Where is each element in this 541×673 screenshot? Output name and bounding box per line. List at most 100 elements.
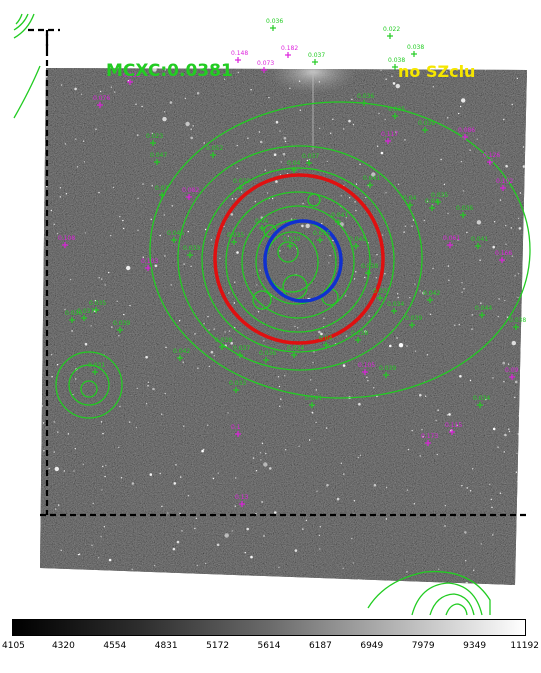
- star: [43, 450, 45, 452]
- magenta-source-17: 0.13: [235, 494, 249, 507]
- star: [296, 327, 299, 329]
- star: [332, 118, 334, 121]
- star: [518, 415, 520, 417]
- star: [207, 424, 209, 426]
- star: [385, 486, 388, 489]
- star: [413, 503, 416, 505]
- star: [504, 299, 506, 302]
- star: [524, 256, 527, 258]
- star: [429, 313, 432, 315]
- star: [472, 468, 474, 470]
- green-source-label: 0.04: [403, 195, 417, 202]
- star: [492, 245, 496, 249]
- magenta-source-label: 0.082: [182, 187, 199, 194]
- star: [283, 136, 287, 140]
- star: [510, 227, 512, 229]
- green-source-24: 0.038: [361, 263, 378, 276]
- star: [169, 101, 173, 104]
- star: [178, 320, 181, 322]
- star: [207, 315, 209, 318]
- colorbar-tick-9: 9349: [463, 641, 487, 651]
- colorbar-tick-4: 5172: [206, 641, 230, 651]
- star: [159, 472, 161, 475]
- star: [404, 225, 407, 227]
- star: [419, 393, 422, 397]
- star: [196, 564, 199, 567]
- star: [298, 80, 301, 82]
- star: [119, 405, 121, 408]
- star: [223, 78, 226, 81]
- magenta-source-7: 0.126: [483, 152, 500, 165]
- green-source-label: 0.039: [405, 315, 422, 322]
- star: [172, 547, 176, 551]
- star: [376, 145, 379, 147]
- star: [446, 414, 449, 416]
- star: [118, 446, 120, 448]
- star: [435, 419, 437, 422]
- star: [318, 81, 321, 83]
- star: [182, 361, 184, 363]
- star: [294, 549, 298, 552]
- star: [289, 87, 291, 90]
- blue-cluster-circle: [263, 219, 343, 303]
- star: [340, 462, 343, 464]
- green-source-40: 0.033: [229, 380, 246, 393]
- magenta-source-label: 0.182: [281, 45, 298, 52]
- star: [152, 387, 155, 391]
- star: [123, 313, 125, 316]
- star: [318, 127, 321, 130]
- green-source-label: 0.035: [89, 300, 106, 307]
- green-source-46: 0.039: [113, 320, 130, 333]
- star: [397, 183, 400, 186]
- star: [476, 138, 478, 140]
- magenta-source-19: 0.09: [505, 367, 519, 380]
- star: [517, 273, 520, 275]
- star: [471, 314, 473, 316]
- star: [56, 364, 59, 366]
- star: [524, 151, 527, 153]
- star: [461, 291, 463, 293]
- green-markers: 0.036 0.022 0.038 0.037 0.038 0.036 0.035 0.039…: [65, 18, 526, 408]
- star: [459, 105, 462, 108]
- magenta-source-1: 0.182: [281, 45, 298, 58]
- green-source-39: 0.04: [319, 335, 333, 348]
- star: [396, 293, 399, 295]
- star: [514, 396, 516, 399]
- star: [505, 225, 507, 227]
- magenta-source-18: 0.1: [231, 424, 241, 437]
- star: [503, 451, 505, 453]
- star: [503, 381, 505, 383]
- contour-br-3: [429, 593, 475, 616]
- star: [273, 153, 277, 156]
- green-source-29: 0.04: [425, 198, 439, 211]
- star: [154, 264, 158, 268]
- star: [313, 351, 315, 353]
- star: [465, 581, 469, 585]
- star: [340, 195, 342, 197]
- green-source-22: 0.041: [331, 212, 348, 225]
- green-source-label: 0.042: [173, 348, 190, 355]
- star: [368, 315, 370, 317]
- star: [343, 473, 345, 475]
- star: [404, 139, 406, 141]
- star: [305, 223, 310, 229]
- star: [147, 381, 150, 383]
- star: [228, 292, 230, 294]
- star: [54, 466, 59, 472]
- star: [137, 197, 139, 199]
- star: [351, 98, 353, 101]
- star: [447, 212, 449, 215]
- star: [142, 256, 144, 258]
- star: [131, 568, 133, 570]
- star: [110, 86, 113, 88]
- contour-corner-tl-2: [13, 13, 29, 31]
- star: [194, 527, 196, 530]
- star: [76, 166, 79, 168]
- star: [224, 331, 226, 333]
- star: [192, 125, 194, 127]
- star: [216, 543, 220, 547]
- green-source-37: 0.036: [259, 350, 276, 363]
- green-source-label: 0.035: [227, 232, 244, 239]
- star: [80, 93, 83, 96]
- star: [446, 71, 448, 73]
